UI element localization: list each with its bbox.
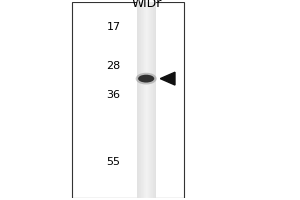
- Ellipse shape: [136, 73, 157, 84]
- Text: WiDr: WiDr: [131, 0, 161, 10]
- Text: 55: 55: [106, 157, 121, 167]
- Bar: [148, 2, 149, 198]
- Bar: [72, 2, 184, 198]
- Bar: [147, 2, 148, 198]
- Bar: [150, 2, 151, 198]
- Bar: [139, 2, 140, 198]
- Bar: [143, 2, 144, 198]
- Polygon shape: [160, 72, 175, 85]
- Text: 28: 28: [106, 61, 121, 71]
- Text: 17: 17: [106, 22, 121, 32]
- Bar: [151, 2, 152, 198]
- Bar: [155, 2, 156, 198]
- Bar: [140, 2, 141, 198]
- Ellipse shape: [138, 75, 154, 83]
- Bar: [149, 2, 150, 198]
- Bar: [137, 2, 138, 198]
- Bar: [145, 2, 146, 198]
- Bar: [153, 2, 154, 198]
- Bar: [141, 2, 142, 198]
- Text: 36: 36: [106, 90, 121, 100]
- Bar: [138, 2, 139, 198]
- Bar: [142, 2, 143, 198]
- Bar: [154, 2, 155, 198]
- Bar: [144, 2, 145, 198]
- Bar: [152, 2, 153, 198]
- Bar: [146, 2, 147, 198]
